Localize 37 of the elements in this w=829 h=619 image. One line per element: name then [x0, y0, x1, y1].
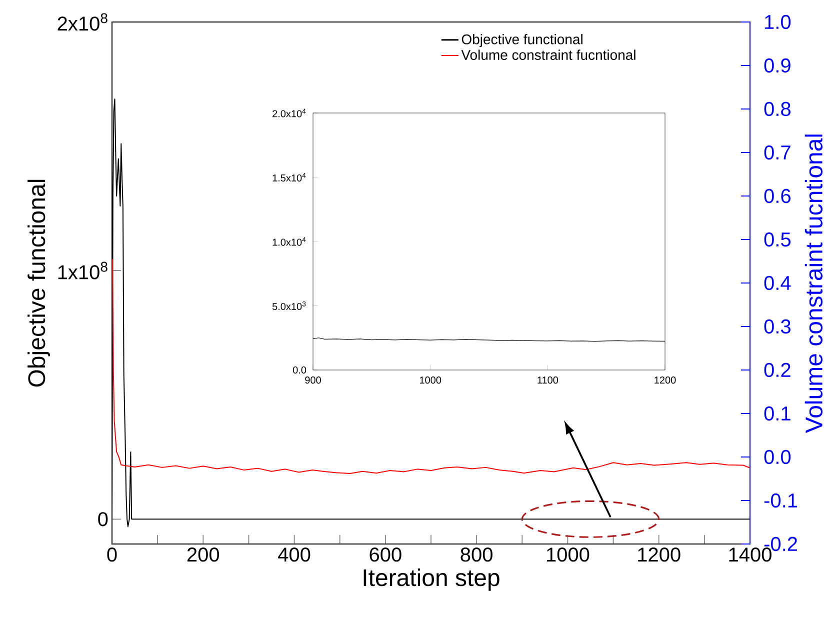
x-tick-label: 1200: [638, 548, 680, 562]
y2-tick-label: 0.8: [764, 102, 790, 116]
y-axis-title: Objective functional: [28, 180, 50, 387]
x-tick-label: 1000: [420, 376, 442, 384]
y2-tick-label: 0.3: [764, 319, 790, 334]
x-tick-label: 1000: [546, 548, 590, 562]
y2-tick-label: 0.4: [764, 276, 791, 290]
y-tick-label: 1.5x10$^{4}$: [272, 172, 306, 182]
y2-tick-label: 0.5: [764, 232, 791, 247]
y-tick-label: 0: [98, 512, 108, 526]
line-series: [112, 258, 750, 474]
y-tick-label: 1x10$^{8}$: [58, 262, 108, 280]
x-tick-label: 1200: [654, 376, 676, 384]
y-tick-label: 5.0x10$^{3}$: [272, 301, 306, 310]
y2-tick-label: 0.0: [764, 450, 791, 464]
y2-tick-label: 0.1: [764, 406, 790, 421]
legend-label: Volume constraint fucntional: [461, 50, 636, 60]
x-tick-label: 600: [370, 548, 402, 562]
y-tick-label: 2.0x10$^{4}$: [272, 108, 306, 118]
y-tick-label: 2x10$^{8}$: [58, 13, 108, 31]
y2-tick-label: 0.9: [764, 58, 790, 73]
y-tick-label: 1.0x10$^{4}$: [272, 237, 306, 246]
x-axis-title: Iteration step: [364, 568, 500, 591]
x-tick-label: 400: [278, 548, 310, 562]
y2-axis-title: Volume constraint fucntional: [804, 134, 822, 433]
y2-tick-label: 1.0: [765, 14, 791, 30]
x-tick-label: 1100: [538, 376, 558, 384]
x-tick-label: 800: [460, 548, 492, 562]
y2-tick-label: 0.6: [764, 188, 790, 204]
x-tick-label: 900: [305, 376, 321, 384]
y2-tick-label: -0.1: [764, 493, 798, 508]
legend-label: Objective functional: [462, 34, 582, 48]
x-tick-label: 200: [187, 548, 220, 562]
y2-tick-label: 0.7: [764, 145, 790, 160]
x-tick-label: 0: [107, 548, 117, 562]
y-tick-label: 0.0: [292, 366, 306, 374]
y2-tick-label: 0.2: [764, 362, 790, 378]
